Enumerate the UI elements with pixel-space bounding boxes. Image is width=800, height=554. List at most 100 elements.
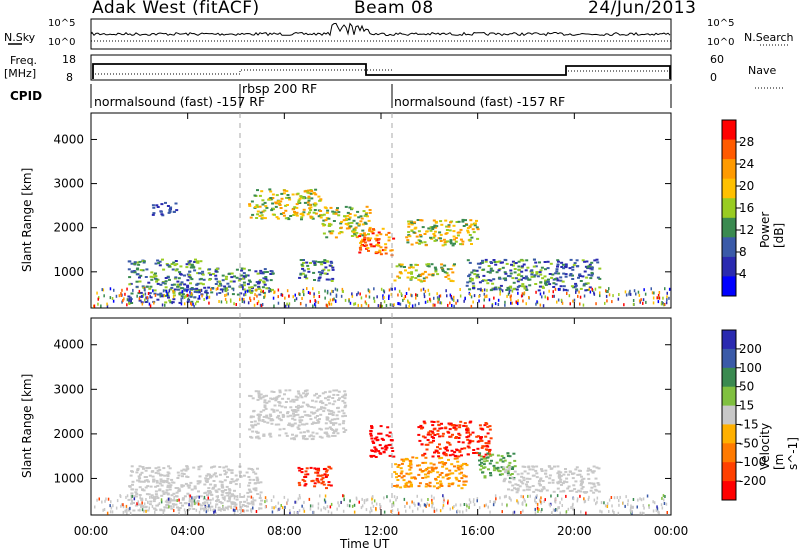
ground-cell: [666, 298, 668, 301]
ground-cell: [162, 289, 165, 293]
colorbar-swatch: [722, 120, 736, 141]
data-cell: [313, 422, 317, 425]
y-tick-label: 2000: [53, 221, 84, 235]
data-cell: [235, 268, 239, 271]
data-cell: [438, 457, 442, 460]
ground-cell: [427, 498, 429, 501]
ground-cell: [133, 497, 136, 501]
data-cell: [250, 289, 254, 292]
data-cell: [430, 466, 434, 469]
ground-cell: [230, 299, 232, 303]
data-cell: [310, 411, 314, 414]
data-cell: [515, 288, 519, 291]
data-cell: [368, 226, 372, 229]
data-cell: [408, 463, 412, 465]
ground-cell: [472, 500, 475, 504]
ground-cell: [456, 509, 459, 513]
ground-cell: [346, 503, 349, 507]
data-cell: [298, 419, 302, 422]
data-cell: [208, 278, 212, 281]
data-cell: [518, 485, 522, 488]
data-cell: [208, 268, 212, 271]
data-cell: [423, 422, 427, 425]
data-cell: [473, 224, 477, 227]
data-cell: [172, 291, 176, 294]
data-cell: [153, 289, 157, 292]
data-cell: [367, 249, 370, 252]
data-cell: [543, 275, 547, 278]
data-cell: [513, 268, 517, 270]
data-cell: [310, 438, 314, 441]
ground-cell: [356, 293, 358, 297]
data-cell: [359, 248, 363, 251]
data-cell: [337, 232, 341, 235]
ground-cell: [297, 497, 300, 501]
ground-cell: [271, 510, 274, 514]
data-cell: [162, 492, 166, 495]
y-tick-label: 3000: [53, 177, 84, 191]
data-cell: [508, 481, 512, 484]
data-cell: [418, 242, 421, 245]
ground-cell: [625, 293, 628, 297]
data-cell: [141, 269, 145, 272]
data-cell: [139, 291, 143, 294]
data-cell: [592, 482, 596, 485]
data-cell: [372, 228, 375, 231]
data-cell: [453, 263, 456, 266]
data-cell: [460, 487, 464, 490]
data-cell: [224, 287, 228, 290]
data-cell: [425, 483, 429, 486]
ground-cell: [106, 511, 109, 515]
data-cell: [189, 295, 193, 298]
ground-cell: [233, 496, 236, 500]
data-cell: [437, 486, 441, 489]
data-cell: [590, 266, 594, 269]
data-cell: [400, 470, 404, 473]
ground-cell: [542, 304, 545, 308]
ground-cell: [459, 503, 462, 507]
data-cell: [481, 261, 485, 264]
ground-cell: [257, 300, 260, 304]
data-cell: [544, 268, 547, 271]
ground-cell: [522, 299, 524, 303]
ground-cell: [397, 511, 400, 515]
ground-cell: [275, 505, 277, 509]
data-cell: [505, 289, 509, 291]
data-cell: [151, 475, 155, 478]
data-cell: [288, 198, 292, 201]
ground-cell: [215, 505, 217, 509]
data-cell: [462, 225, 466, 227]
ground-cell: [423, 503, 426, 507]
data-cell: [445, 229, 449, 231]
data-cell: [247, 484, 251, 487]
data-cell: [173, 288, 177, 291]
data-cell: [511, 260, 515, 263]
data-cell: [387, 435, 391, 438]
data-cell: [186, 286, 190, 289]
ground-cell: [522, 495, 524, 499]
ground-cell: [152, 495, 155, 499]
data-cell: [486, 448, 490, 451]
data-cell: [583, 270, 587, 273]
data-cell: [548, 474, 552, 477]
data-cell: [433, 434, 437, 436]
data-cell: [470, 243, 473, 245]
ground-cell: [493, 500, 495, 504]
data-cell: [424, 469, 427, 472]
ground-cell: [273, 506, 275, 510]
data-cell: [539, 273, 543, 276]
data-cell: [341, 395, 345, 398]
ground-cell: [648, 504, 650, 508]
ground-cell: [371, 501, 373, 505]
data-cell: [310, 190, 314, 192]
data-cell: [144, 301, 148, 303]
data-cell: [513, 459, 517, 462]
data-cell: [323, 259, 327, 262]
data-cell: [479, 455, 483, 458]
data-cell: [552, 490, 556, 493]
data-cell: [246, 491, 250, 494]
data-cell: [559, 279, 563, 282]
data-cell: [447, 225, 451, 228]
data-cell: [534, 469, 538, 472]
ground-cell: [109, 296, 112, 300]
